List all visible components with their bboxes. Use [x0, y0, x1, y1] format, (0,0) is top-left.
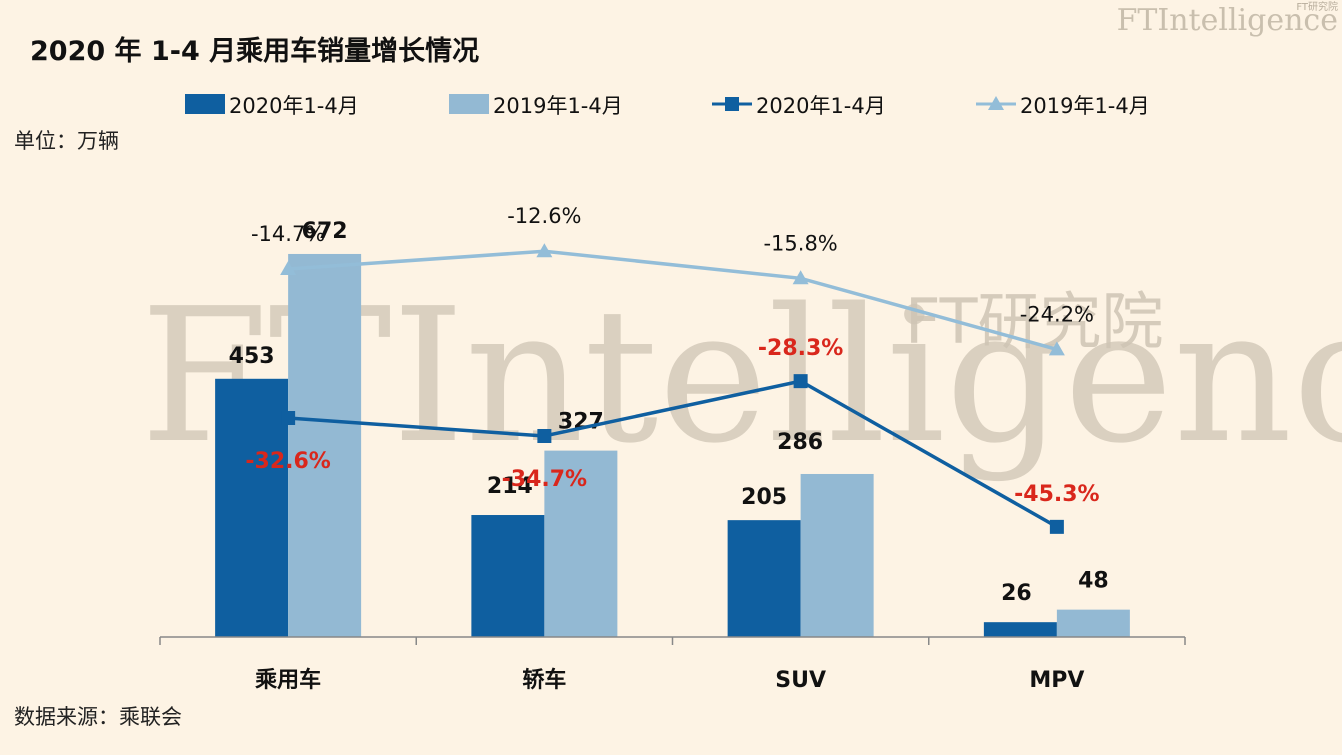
bar-2020-3 [983, 622, 1057, 637]
line-value-label: -12.6% [507, 204, 581, 228]
line-series-2020 [288, 379, 1058, 529]
bar-2019-1 [544, 450, 618, 637]
category-label-3: MPV [1029, 668, 1084, 693]
legend-label-bar-2020: 2020年1-4月 [229, 94, 359, 118]
bar-2020-0 [215, 378, 289, 637]
line-value-label: -24.2% [1020, 302, 1094, 326]
legend-swatch-bar-2019 [449, 94, 489, 114]
watermark-cn-text: FT研究院 [905, 285, 1163, 358]
line-value-label: -14.7% [251, 222, 325, 246]
line-point-2020-3 [1049, 519, 1064, 534]
bar-2019-3 [1056, 609, 1130, 637]
line-point-2020-0 [281, 411, 296, 425]
bar-2020-2 [727, 520, 801, 637]
bar-value-label: 48 [1078, 569, 1109, 594]
category-label-2: SUV [775, 668, 826, 693]
category-label-0: 乘用车 [254, 667, 321, 693]
line-point-2019-3 [1048, 341, 1065, 356]
legend-label-line-2019: 2019年1-4月 [1020, 94, 1150, 118]
bar-value-label: 26 [1001, 581, 1032, 606]
line-point-2020-2 [793, 374, 808, 389]
bar-value-label: 672 [302, 219, 348, 244]
bar-2020-1 [471, 515, 545, 637]
bar-2019-0 [288, 253, 362, 637]
line-value-label: -28.3% [758, 336, 843, 361]
legend: 2020年1-4月 2019年1-4月 2020年1-4月 2019年1-4月 [185, 94, 1150, 118]
bar-value-label: 286 [777, 430, 823, 455]
line-point-2019-0 [280, 261, 297, 275]
category-label-1: 轿车 [522, 667, 566, 693]
bar-value-label: 453 [229, 344, 275, 369]
legend-marker-square-icon [725, 97, 739, 111]
bar-value-label: 214 [487, 474, 533, 499]
line-value-label: -32.6% [245, 449, 330, 474]
line-value-label: -45.3% [1014, 482, 1099, 507]
line-series-2019 [288, 249, 1058, 352]
line-point-2020-1 [537, 429, 552, 443]
legend-label-bar-2019: 2019年1-4月 [493, 94, 623, 118]
line-point-2019-1 [536, 243, 553, 258]
legend-swatch-bar-2020 [185, 94, 225, 114]
brand-logo: FTIntelligence [1117, 3, 1338, 38]
source-label: 数据来源：乘联会 [14, 705, 182, 729]
bar-2019-2 [800, 473, 874, 637]
legend-marker-triangle-icon [988, 96, 1004, 110]
bar-value-label: 205 [741, 485, 787, 510]
chart-title: 2020 年 1-4 月乘用车销量增长情况 [30, 35, 479, 67]
line-value-label: -15.8% [763, 231, 837, 255]
brand-cn: FT研究院 [1296, 0, 1338, 13]
legend-label-line-2020: 2020年1-4月 [756, 94, 886, 118]
line-value-label: -34.7% [502, 467, 587, 492]
unit-label: 单位：万辆 [14, 129, 119, 153]
plot-area: 453672乘用车214327轿车205286SUV2648MPV-32.6%-… [159, 204, 1186, 693]
line-point-2019-2 [792, 270, 809, 285]
